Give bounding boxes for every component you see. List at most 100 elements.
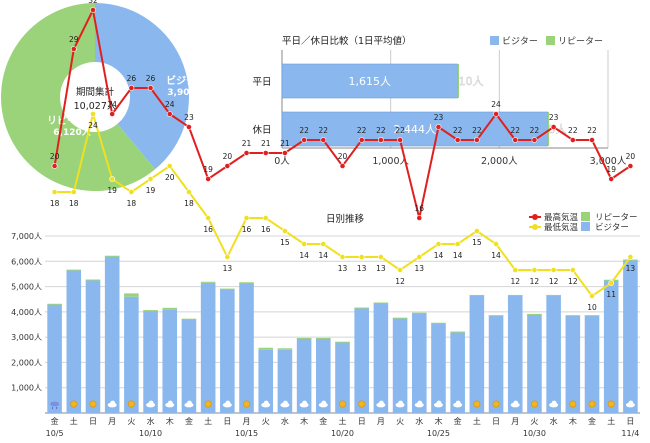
daily-repeater-bar	[373, 302, 389, 304]
cloud-icon-part	[167, 400, 173, 406]
low-temp-point	[377, 254, 384, 260]
daily-visitor-bar	[104, 256, 120, 413]
low-temp-label: 12	[510, 277, 520, 286]
daily-repeater-bar	[469, 294, 485, 296]
cloud-icon-part	[321, 400, 327, 406]
daily-visitor-bar	[354, 308, 369, 413]
hbar-x-tick: 3,000人	[590, 156, 627, 167]
low-temp-label: 13	[626, 264, 636, 273]
low-temp-label: 13	[223, 264, 233, 273]
low-temp-label: 14	[491, 251, 501, 260]
daily-weekday-label: 月	[377, 417, 385, 426]
high-temp-point	[358, 137, 365, 143]
low-temp-label: 14	[319, 251, 329, 260]
daily-weekday-label: 水	[281, 416, 289, 426]
daily-weekday-label: 日	[492, 417, 500, 426]
low-temp-label: 16	[242, 225, 252, 234]
daily-weekday-label: 月	[511, 417, 519, 426]
daily-weekday-label: 金	[454, 416, 462, 426]
high-temp-point	[531, 137, 538, 143]
daily-y-tick: 6,000人	[11, 257, 42, 266]
high-temp-label: 22	[357, 126, 367, 135]
daily-repeater-bar	[316, 337, 331, 339]
daily-repeater-bar	[354, 307, 369, 309]
low-temp-point	[589, 293, 595, 299]
cloud-icon	[414, 400, 424, 408]
high-temp-label: 22	[376, 126, 386, 135]
low-temp-label: 14	[453, 251, 463, 260]
daily-weekday-label: 水	[415, 416, 423, 426]
daily-weekday-label: 木	[434, 416, 442, 426]
daily-date-label: 10/20	[331, 429, 354, 438]
daily-visitor-bar	[623, 260, 638, 413]
daily-repeater-bar	[124, 293, 139, 297]
daily-visitor-bar	[85, 280, 101, 413]
daily-legend-label: 最低気温	[544, 222, 579, 233]
low-temp-label: 15	[472, 238, 482, 247]
daily-repeater-bar	[85, 279, 101, 281]
hbar-category: 休日	[252, 124, 271, 136]
low-temp-label: 13	[338, 264, 348, 273]
low-temp-label: 15	[280, 238, 290, 247]
high-temp-label: 20	[338, 152, 348, 161]
low-temp-point	[90, 111, 96, 117]
high-temp-point	[70, 46, 77, 52]
high-temp-label: 20	[50, 152, 60, 161]
rain-icon-part	[50, 401, 60, 407]
high-temp-label: 23	[184, 113, 194, 122]
daily-legend-label: 最高気温	[544, 212, 579, 223]
high-temp-label: 21	[261, 139, 271, 148]
low-temp-point	[128, 189, 135, 195]
hbar-visitor-bar	[281, 111, 548, 147]
daily-visitor-bar	[603, 280, 619, 413]
high-temp-point	[493, 111, 499, 117]
hbar-legend-swatch	[546, 36, 555, 45]
cloud-icon-part	[187, 400, 192, 406]
high-temp-label: 22	[568, 126, 578, 135]
sun-icon	[243, 400, 251, 408]
sun-icon	[127, 400, 135, 408]
daily-repeater-bar	[335, 341, 350, 343]
low-temp-point	[416, 254, 423, 260]
sun-icon	[588, 400, 596, 408]
daily-repeater-bar	[181, 318, 197, 320]
low-temp-point	[627, 254, 634, 260]
high-temp-point	[128, 85, 135, 91]
cloud-icon	[165, 400, 175, 408]
low-temp-label: 19	[107, 186, 117, 195]
high-temp-point	[320, 137, 327, 143]
low-temp-label: 12	[395, 277, 405, 286]
daily-visitor-bar	[546, 295, 561, 413]
daily-weekday-label: 火	[530, 417, 538, 426]
high-temp-point	[109, 111, 116, 117]
low-temp-point	[569, 267, 576, 273]
high-temp-label: 24	[491, 100, 501, 109]
low-temp-point	[531, 267, 538, 273]
low-temp-label: 18	[50, 199, 60, 208]
daily-legend-label: リピーター	[595, 213, 638, 223]
daily-weekday-label: 月	[108, 417, 116, 426]
high-temp-label: 32	[88, 0, 98, 5]
daily-legend-swatch	[581, 212, 590, 221]
high-temp-point	[397, 137, 403, 143]
cloud-icon	[280, 400, 290, 408]
daily-repeater-bar	[66, 269, 82, 271]
low-temp-point	[435, 241, 442, 247]
high-temp-point	[186, 124, 192, 130]
high-temp-point	[339, 163, 346, 169]
high-temp-point	[473, 137, 480, 143]
daily-visitor-bar	[162, 309, 178, 413]
high-temp-point	[435, 124, 442, 130]
hbar-repeater-bar	[457, 64, 459, 98]
daily-visitor-bar	[181, 319, 197, 413]
daily-weekday-label: 火	[262, 417, 270, 426]
low-temp-point	[512, 267, 519, 273]
low-temp-point	[473, 228, 480, 234]
daily-weekday-label: 金	[319, 416, 327, 426]
daily-visitor-bar	[431, 323, 446, 413]
low-temp-point	[51, 189, 58, 195]
high-temp-label: 23	[434, 113, 444, 122]
hbar-visitor-label: 2,444人	[394, 123, 437, 136]
daily-weekday-label: 日	[358, 417, 366, 426]
